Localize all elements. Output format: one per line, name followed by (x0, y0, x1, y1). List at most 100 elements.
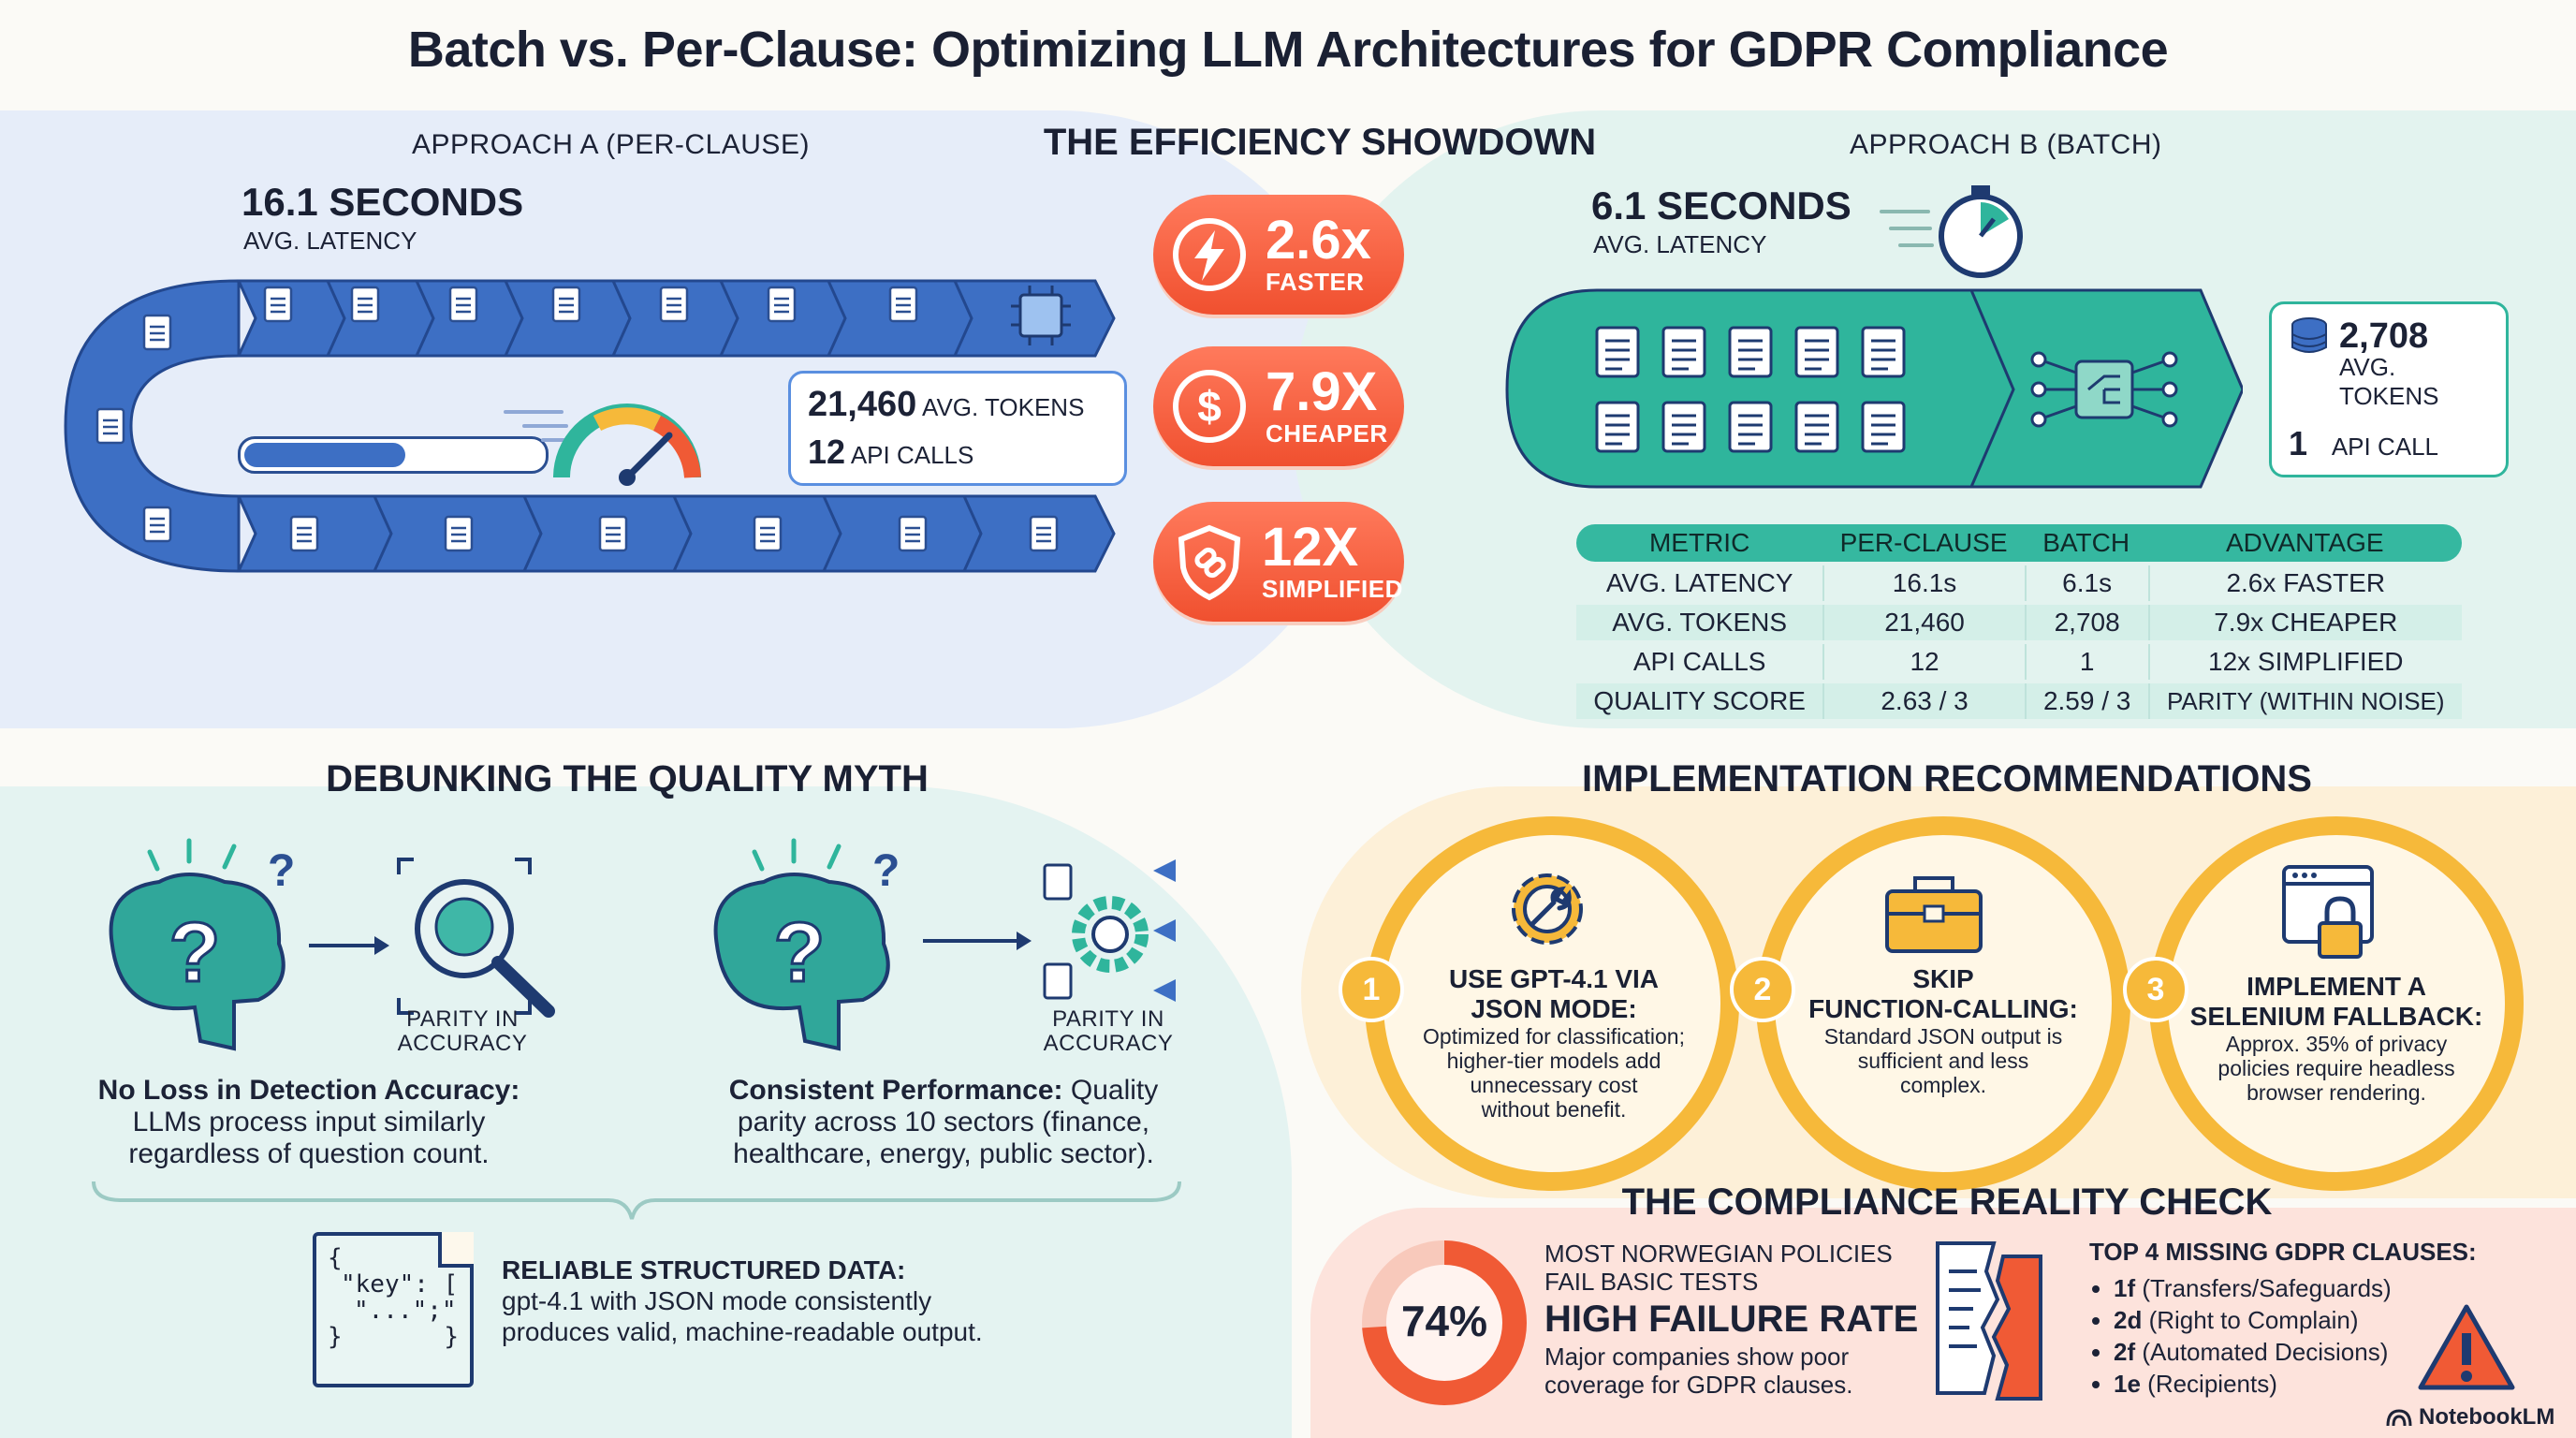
dollar-icon: $ (1173, 370, 1246, 443)
recommendation-title: FUNCTION-CALLING: (1808, 994, 2078, 1023)
svg-text:$: $ (1197, 382, 1222, 431)
table-cell: 16.1s (1822, 565, 2024, 601)
structured-data-title: RELIABLE STRUCTURED DATA: (502, 1255, 906, 1284)
table-cell: 2.63 / 3 (1822, 683, 2025, 719)
quality-left-text: No Loss in Detection Accuracy: LLMs proc… (66, 1075, 552, 1170)
parity-label-line: ACCURACY (397, 1031, 528, 1056)
notebooklm-logo-icon (2386, 1409, 2412, 1427)
table-row: AVG. LATENCY 16.1s 6.1s 2.6x FASTER (1576, 565, 2462, 601)
recommendation-desc: browser rendering. (2247, 1080, 2426, 1105)
compliance-heading: THE COMPLIANCE REALITY CHECK (1621, 1181, 2273, 1223)
approach-a-stats-box: 21,460 AVG. TOKENS 12 API CALLS (788, 371, 1127, 486)
footer-brand: NotebookLM (2419, 1404, 2555, 1430)
column-header: ADVANTAGE (2147, 524, 2462, 562)
parity-label-right: PARITY IN ACCURACY (1024, 1007, 1193, 1056)
quality-left-line: regardless of question count. (128, 1138, 490, 1169)
svg-text:?: ? (872, 846, 900, 896)
approach-b-tokens-label: AVG. TOKENS (2339, 353, 2439, 410)
failure-rate-arc (1362, 1240, 1527, 1405)
stopwatch-icon (1880, 185, 2023, 278)
column-header: METRIC (1576, 524, 1823, 562)
approach-a-latency-value: 16.1 SECONDS (242, 180, 524, 224)
list-item: 1f (Transfers/Safeguards) (2114, 1272, 2501, 1304)
approach-b-latency-label: AVG. LATENCY (1593, 230, 1767, 258)
recommendation-number: 3 (2123, 957, 2188, 1022)
per-clause-pipeline (64, 279, 1116, 573)
recommendation-number: 1 (1339, 957, 1404, 1022)
clause-desc: (Transfers/Safeguards) (2142, 1274, 2392, 1302)
table-cell: AVG. TOKENS (1576, 605, 1823, 640)
list-item: 2f (Automated Decisions) (2114, 1336, 2501, 1368)
compliance-desc: Major companies show poor (1544, 1343, 1850, 1371)
svg-text:?: ? (774, 906, 826, 1000)
warning-icon (2418, 1304, 2515, 1390)
column-header: PER-CLAUSE (1822, 524, 2025, 562)
structured-data-line: produces valid, machine-readable output. (502, 1317, 983, 1346)
recommendation-title: SKIP (1912, 964, 1974, 993)
speedometer-icon (504, 404, 701, 486)
comparison-header-row: METRIC PER-CLAUSE BATCH ADVANTAGE (1576, 524, 2462, 562)
json-line: "key": [ (341, 1270, 459, 1299)
approach-b-tokens-value: 2,708 (2339, 315, 2429, 356)
approach-a-tokens-label: AVG. TOKENS (922, 393, 1085, 421)
json-line: } (444, 1323, 459, 1351)
table-cell: API CALLS (1632, 647, 1766, 676)
structured-data-line: gpt-4.1 with JSON mode consistently (502, 1286, 932, 1315)
failure-rate-donut (1362, 1240, 1527, 1405)
shield-link-icon (1178, 524, 1241, 601)
quality-right-line: Quality (1070, 1075, 1159, 1106)
page-title: Batch vs. Per-Clause: Optimizing LLM Arc… (407, 22, 2169, 78)
approach-a-calls-value: 12 (808, 433, 846, 471)
approach-a-panel (0, 110, 1367, 728)
missing-clauses: TOP 4 MISSING GDPR CLAUSES: 1f (Transfer… (2089, 1238, 2501, 1400)
table-cell: 12 (1822, 644, 2024, 680)
batch-pipeline (1505, 288, 2243, 489)
cheaper-label: CHEAPER (1266, 418, 1388, 448)
approach-a-latency-label: AVG. LATENCY (243, 227, 417, 255)
recommendation-number: 2 (1730, 957, 1795, 1022)
json-line: { (328, 1244, 343, 1272)
torn-document-icon (1936, 1241, 2042, 1401)
latency-progress-bar (238, 436, 549, 474)
notebooklm-logo: NotebookLM (2385, 1404, 2554, 1431)
cheaper-value: 7.9X (1266, 360, 1378, 422)
simplified-badge: 12X SIMPLIFIED (1153, 502, 1404, 622)
table-cell: 6.1s (2024, 565, 2148, 601)
recommendation-desc: without benefit. (1481, 1097, 1627, 1122)
recommendation-desc: policies require headless (2217, 1056, 2455, 1080)
table-row: API CALLS 12 1 12x SIMPLIFIED (1576, 644, 2462, 680)
quality-right-text: Consistent Performance: Quality parity a… (681, 1075, 1206, 1170)
json-line: "...";" (354, 1297, 457, 1325)
faster-value: 2.6x (1266, 209, 1371, 271)
clause-desc: (Automated Decisions) (2142, 1338, 2389, 1366)
approach-a-tokens-value: 21,460 (808, 385, 917, 424)
faster-badge: 2.6x FASTER (1153, 195, 1404, 315)
approach-b-calls-label: API CALL (2331, 433, 2438, 461)
database-icon (2291, 317, 2327, 353)
clause-code: 2f (2114, 1338, 2136, 1366)
approach-a-calls-label: API CALLS (850, 441, 974, 469)
recommendation-title: USE GPT-4.1 VIA (1448, 964, 1660, 993)
clause-desc: (Right to Complain) (2148, 1306, 2359, 1334)
column-header: BATCH (2024, 524, 2148, 562)
showdown-heading: THE EFFICIENCY SHOWDOWN (1043, 122, 1597, 163)
table-cell: 12x SIMPLIFIED (2147, 644, 2462, 680)
approach-b-label: APPROACH B (BATCH) (1850, 129, 2162, 160)
table-cell: 21,460 (1822, 605, 2025, 640)
approach-b-latency-value: 6.1 SECONDS (1591, 183, 1852, 227)
clause-code: 2d (2114, 1306, 2143, 1334)
recommendation-desc: Approx. 35% of privacy (2225, 1032, 2448, 1056)
table-cell: 1 (2024, 644, 2148, 680)
failure-rate-heading: HIGH FAILURE RATE (1544, 1299, 1919, 1340)
recommendation-1-text: USE GPT-4.1 VIA JSON MODE: Optimized for… (1385, 964, 1722, 1122)
recommendation-desc: sufficient and less (1857, 1049, 2029, 1073)
parity-label-left: PARITY IN ACCURACY (378, 1007, 547, 1056)
recommendation-desc: higher-tier models add (1446, 1049, 1661, 1073)
quality-right-line: healthcare, energy, public sector). (733, 1138, 1154, 1169)
json-document-icon: { "key": [ "...";" }} (313, 1232, 474, 1387)
approach-b-stats-box: 2,708 AVG. TOKENS 1 API CALL (2269, 301, 2509, 477)
approach-b-calls-value: 1 (2289, 424, 2308, 462)
simplified-value: 12X (1262, 516, 1359, 578)
compliance-sub: FAIL BASIC TESTS (1544, 1268, 1759, 1296)
svg-text:?: ? (169, 906, 221, 1000)
